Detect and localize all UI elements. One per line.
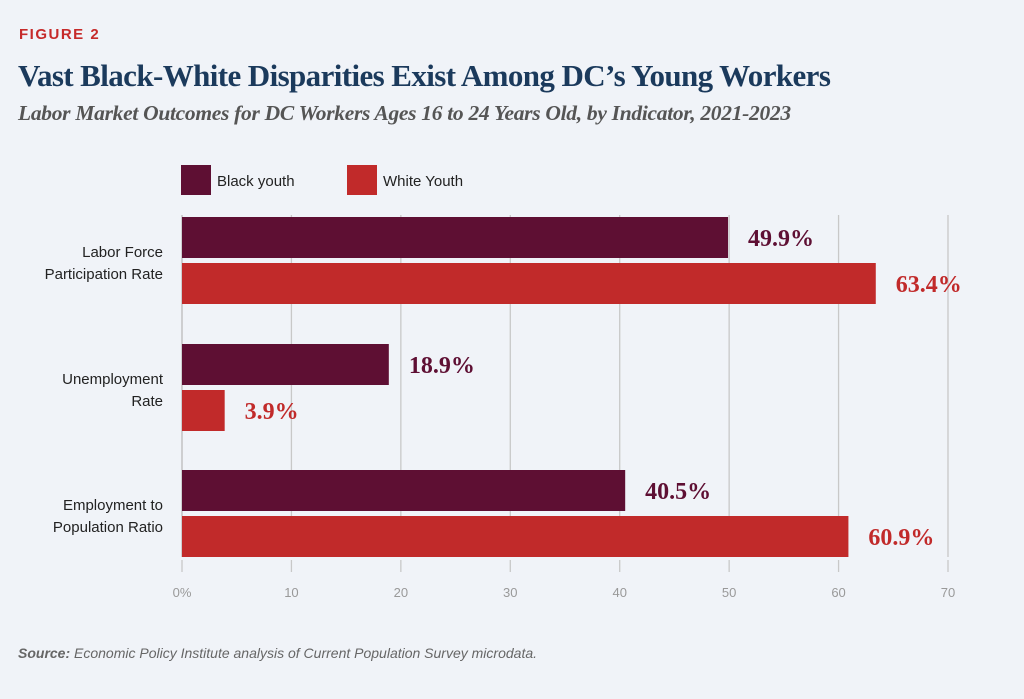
bar	[182, 390, 225, 431]
category-label: Unemployment	[62, 371, 164, 388]
source-note: Source: Economic Policy Institute analys…	[18, 645, 537, 661]
x-tick-label: 60	[831, 585, 845, 600]
source-label: Source:	[18, 645, 71, 661]
x-tick-label: 30	[503, 585, 517, 600]
data-label: 40.5%	[645, 479, 711, 505]
bar	[182, 263, 876, 304]
legend-label: White Youth	[383, 173, 463, 190]
legend-label: Black youth	[217, 173, 295, 190]
bar	[182, 217, 729, 258]
data-label: 18.9%	[409, 353, 475, 379]
data-label: 60.9%	[868, 525, 934, 551]
category-label: Rate	[131, 393, 163, 410]
bar	[182, 344, 389, 385]
chart-subtitle: Labor Market Outcomes for DC Workers Age…	[18, 101, 791, 125]
legend-swatch	[181, 165, 211, 195]
bar	[182, 516, 849, 557]
x-tick-label: 10	[284, 585, 298, 600]
data-label: 3.9%	[245, 399, 299, 425]
data-label: 63.4%	[896, 272, 962, 298]
category-label: Population Ratio	[53, 519, 163, 536]
data-label: 49.9%	[748, 226, 814, 252]
category-label: Employment to	[63, 497, 163, 514]
x-tick-label: 40	[612, 585, 626, 600]
x-tick-label: 70	[941, 585, 955, 600]
category-label: Participation Rate	[45, 266, 163, 283]
source-text: Economic Policy Institute analysis of Cu…	[70, 645, 538, 661]
legend-swatch	[347, 165, 377, 195]
x-tick-label: 0%	[173, 585, 192, 600]
x-tick-label: 50	[722, 585, 736, 600]
chart-title: Vast Black-White Disparities Exist Among…	[18, 58, 831, 93]
category-label: Labor Force	[82, 244, 163, 261]
figure-label: FIGURE 2	[19, 26, 101, 43]
x-tick-label: 20	[394, 585, 408, 600]
bar	[182, 470, 626, 511]
